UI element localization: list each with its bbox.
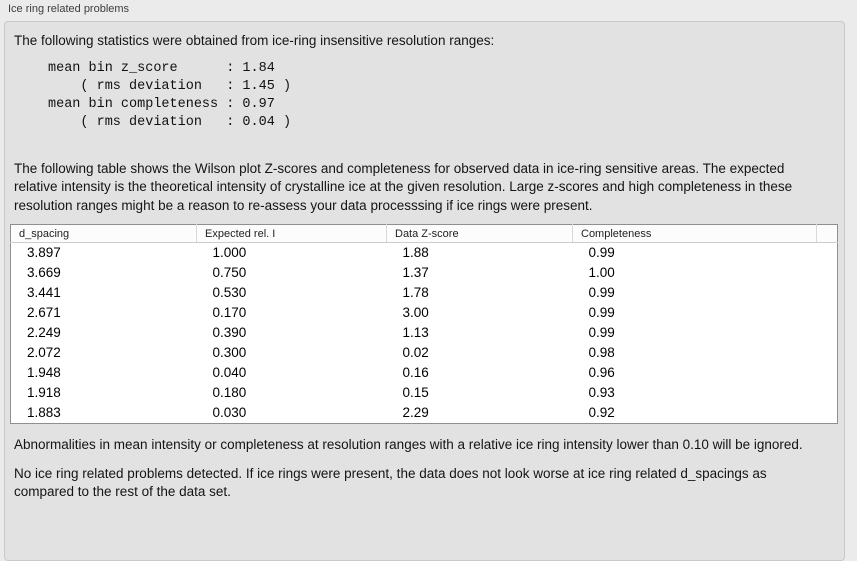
table-cell[interactable]: 0.93 (588, 385, 615, 400)
stats-line: mean bin completeness : 0.97 (48, 96, 275, 112)
panel-title: Ice ring related problems (8, 3, 130, 15)
table-cell[interactable]: 0.530 (212, 285, 247, 300)
table-row[interactable]: 2.249 0.390 1.13 0.99 (11, 323, 838, 343)
table-cell[interactable]: 3.00 (402, 305, 429, 320)
ignore-note-text: Abnormalities in mean intensity or compl… (14, 437, 803, 452)
table-cell[interactable]: 0.99 (588, 245, 615, 260)
table-cell[interactable] (817, 363, 838, 383)
table-cell[interactable]: 0.99 (588, 285, 615, 300)
table-cell[interactable]: 0.92 (588, 405, 615, 420)
table-cell[interactable]: 0.99 (588, 305, 615, 320)
intro-text: The following statistics were obtained f… (14, 33, 495, 48)
table-cell[interactable] (817, 303, 838, 323)
stats-line: ( rms deviation : 0.04 ) (48, 114, 292, 130)
table-cell[interactable]: 0.030 (212, 405, 247, 420)
table-cell[interactable]: 2.072 (27, 345, 61, 360)
table-cell[interactable]: 0.02 (402, 345, 429, 360)
table-cell[interactable]: 0.040 (212, 365, 247, 380)
stats-line: ( rms deviation : 1.45 ) (48, 78, 292, 94)
table-cell[interactable] (817, 283, 838, 303)
table-cell[interactable] (817, 343, 838, 363)
column-header-empty (816, 224, 838, 243)
table-cell[interactable]: 1.13 (402, 325, 429, 340)
table-row[interactable]: 3.897 1.000 1.88 0.99 (11, 243, 838, 264)
table-cell[interactable]: 0.96 (588, 365, 615, 380)
table-row[interactable]: 3.669 0.750 1.37 1.00 (11, 263, 838, 283)
table-cell[interactable] (817, 323, 838, 343)
stats-line: mean bin z_score : 1.84 (48, 60, 275, 76)
table-cell[interactable]: 2.671 (27, 305, 61, 320)
table-header-row: d_spacing Expected rel. I Data Z-score C… (10, 224, 838, 243)
table-cell[interactable]: 0.300 (212, 345, 247, 360)
table-cell[interactable]: 1.88 (402, 245, 429, 260)
table-cell[interactable]: 0.180 (212, 385, 247, 400)
table-cell[interactable]: 1.948 (27, 365, 61, 380)
column-header-expected-rel-i[interactable]: Expected rel. I (196, 224, 387, 243)
table-row[interactable]: 1.918 0.180 0.15 0.93 (11, 383, 838, 403)
table-description-text: The following table shows the Wilson plo… (14, 160, 793, 213)
column-header-data-z-score[interactable]: Data Z-score (386, 224, 573, 243)
ice-ring-table: d_spacing Expected rel. I Data Z-score C… (10, 224, 838, 424)
table-cell[interactable]: 0.99 (588, 325, 615, 340)
table-cell[interactable]: 3.669 (27, 265, 61, 280)
table-cell[interactable]: 0.750 (212, 265, 247, 280)
table-cell[interactable]: 2.29 (402, 405, 429, 420)
table-row[interactable]: 1.948 0.040 0.16 0.96 (11, 363, 838, 383)
table-cell[interactable]: 0.98 (588, 345, 615, 360)
table-cell[interactable] (817, 403, 838, 424)
table-cell[interactable]: 0.15 (402, 385, 429, 400)
column-header-completeness[interactable]: Completeness (572, 224, 817, 243)
table-cell[interactable]: 2.249 (27, 325, 61, 340)
table-cell[interactable]: 1.918 (27, 385, 61, 400)
table-cell[interactable]: 0.390 (212, 325, 247, 340)
column-header-d-spacing[interactable]: d_spacing (10, 224, 197, 243)
conclusion-text: No ice ring related problems detected. I… (14, 465, 767, 500)
table-cell[interactable]: 3.441 (27, 285, 61, 300)
table-cell[interactable]: 1.37 (402, 265, 429, 280)
ice-ring-panel: The following statistics were obtained f… (4, 21, 845, 561)
table-cell[interactable] (817, 243, 838, 264)
table-cell[interactable] (817, 383, 838, 403)
table-cell[interactable]: 0.16 (402, 365, 429, 380)
table-cell[interactable] (817, 263, 838, 283)
table-row[interactable]: 1.883 0.030 2.29 0.92 (11, 403, 838, 424)
table-cell[interactable]: 3.897 (27, 245, 61, 260)
table-row[interactable]: 2.671 0.170 3.00 0.99 (11, 303, 838, 323)
table-row[interactable]: 2.072 0.300 0.02 0.98 (11, 343, 838, 363)
table-cell[interactable]: 1.000 (212, 245, 247, 260)
table-row[interactable]: 3.441 0.530 1.78 0.99 (11, 283, 838, 303)
table-cell[interactable]: 0.170 (212, 305, 247, 320)
table-cell[interactable]: 1.00 (588, 265, 615, 280)
stats-block: mean bin z_score : 1.84 ( rms deviation … (48, 60, 844, 132)
table-cell[interactable]: 1.78 (402, 285, 429, 300)
table-cell[interactable]: 1.883 (27, 405, 61, 420)
